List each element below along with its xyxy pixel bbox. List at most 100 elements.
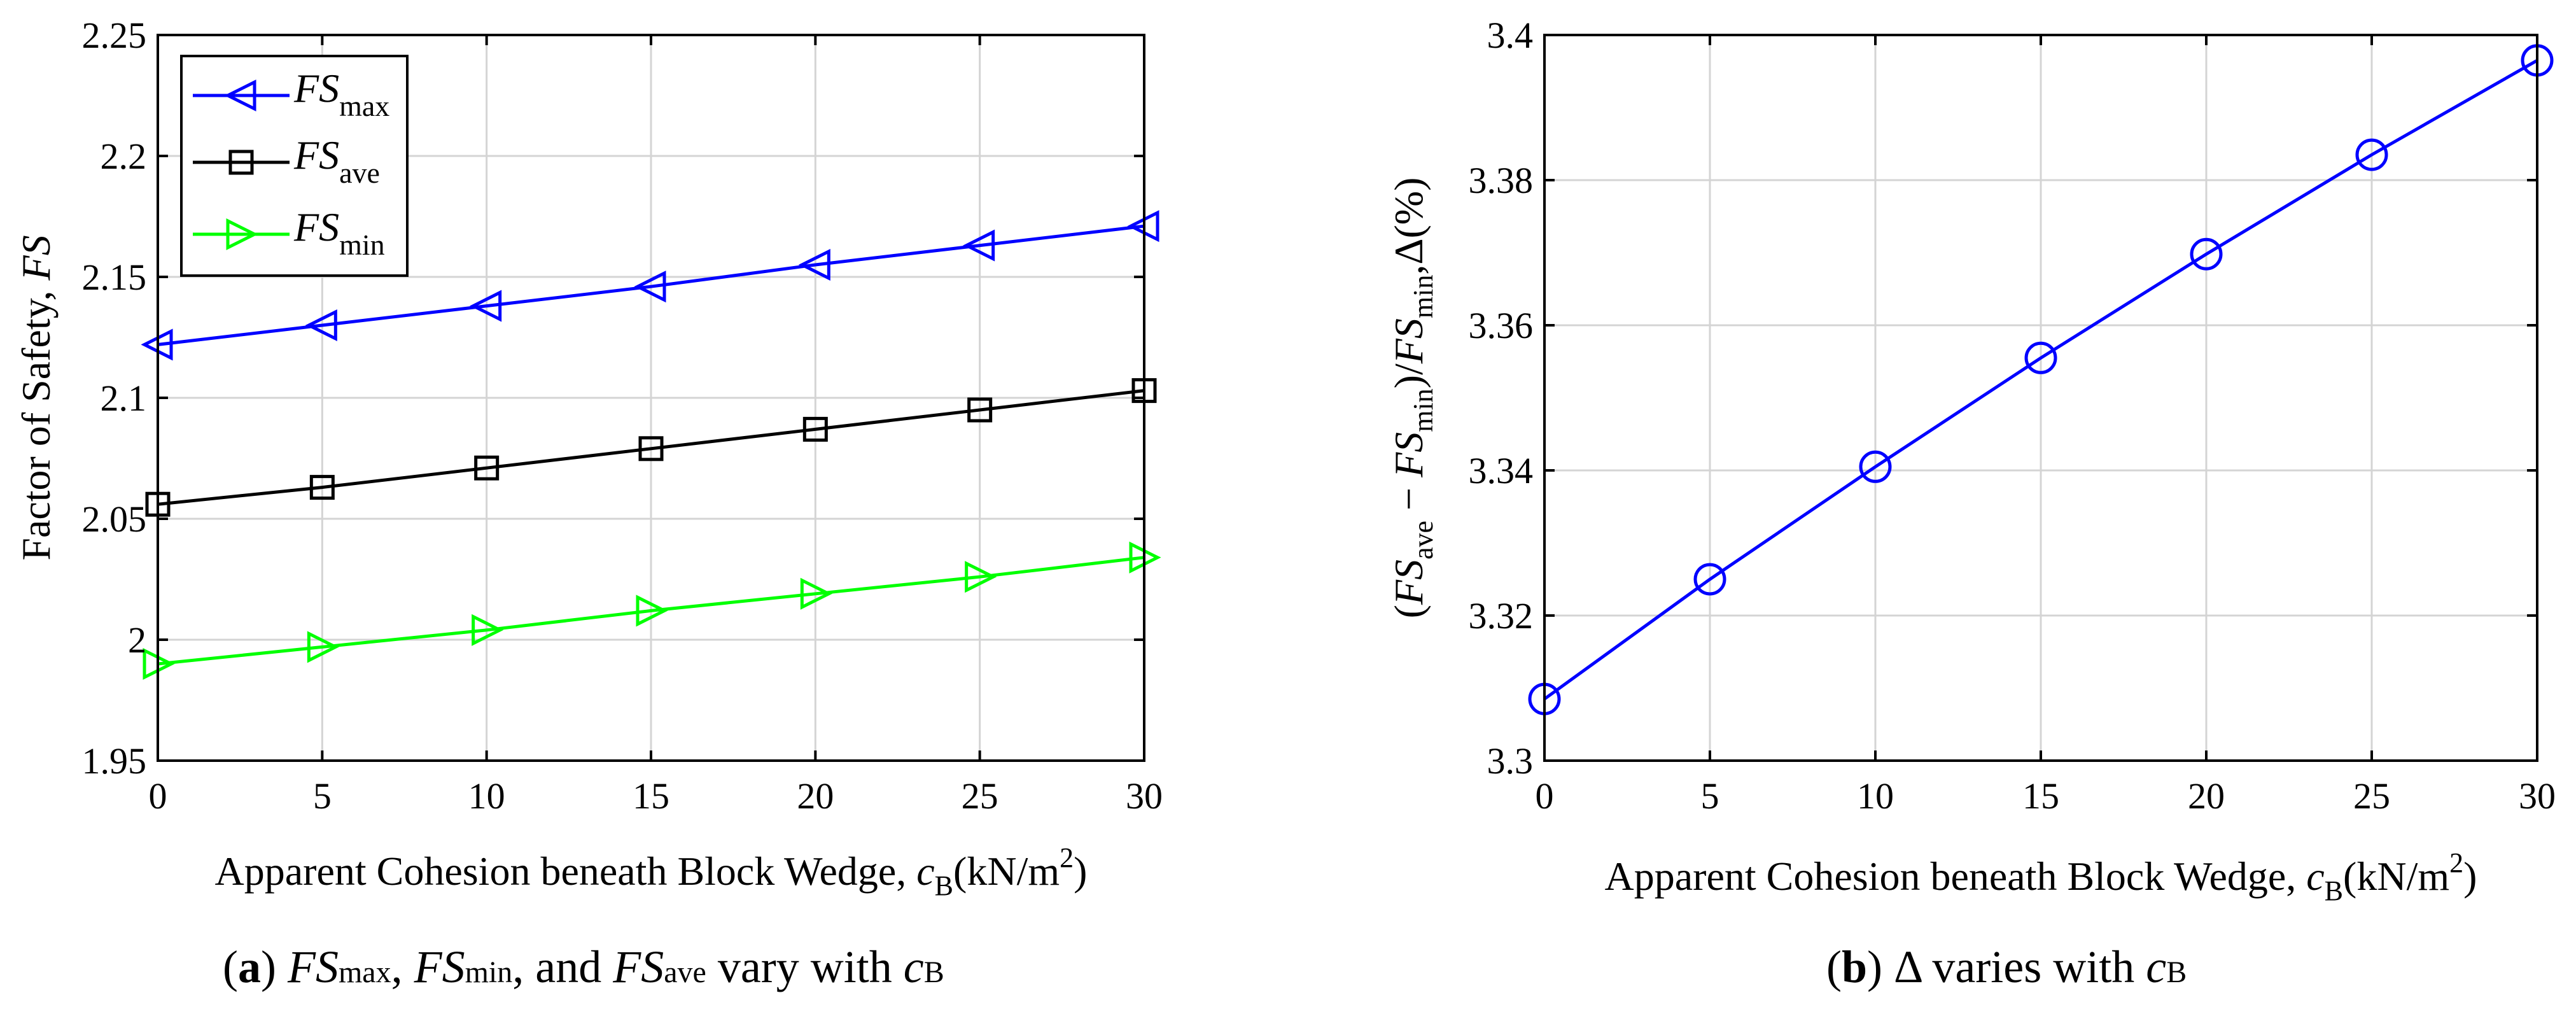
chart-a-series-ave-line [157,389,1145,506]
legend-label-max-sub: max [339,90,389,122]
chart-b-series-delta-line [1543,59,2538,701]
chart-b-x-tick-label: 15 [2022,775,2059,817]
chart-b-y-axis-label-fs2: FS [1386,432,1431,478]
caption-a-var: c [903,941,924,992]
chart-a-x-axis-label-unit: (kN/m [953,849,1060,894]
chart-a-series-min-line [157,556,1145,666]
chart-b-x-tick-label: 0 [1536,775,1554,817]
chart-a-x-tick-label: 0 [149,775,167,817]
chart-a-y-tick-label: 2.15 [82,257,147,298]
chart-a-x-tick-label: 30 [1126,775,1163,817]
legend-marker-min [226,218,258,251]
chart-a-x-axis-label-var: c [916,849,934,894]
chart-b-y-tick-label: 3.32 [1469,595,1534,637]
chart-b-y-tick-label: 3.4 [1487,15,1534,56]
chart-b-x-tick-label: 25 [2353,775,2390,817]
chart-b-y-tick-label: 3.3 [1487,740,1534,782]
chart-a-series-ave-point [967,397,993,423]
chart-a-series-ave-point [802,416,828,442]
chart-b-x-tick-label: 30 [2519,775,2556,817]
chart-a-x-axis-label-var-sub: B [935,870,953,901]
chart-a-series-ave-point [474,455,500,481]
chart-b-y-axis-label-fs1: FS [1386,560,1431,605]
caption-a-fs2: FS [414,941,465,992]
chart-b-x-tick-label: 10 [1857,775,1894,817]
chart-a-series-min-point [472,614,504,646]
chart-a-series-ave-point [638,436,664,461]
legend-label-ave-sub: ave [339,157,380,189]
legend-marker-ave [228,150,254,175]
chart-b-x-tick-label: 5 [1701,775,1719,817]
chart-a-series-max-point [963,229,995,262]
caption-a-sep2: , and [512,941,613,992]
caption-b-letter: b [1841,941,1868,992]
caption-a: (a) FSmax, FSmin, and FSave vary with cB [223,941,944,994]
chart-a: 0 5 10 15 20 25 30 1.95 2 2.05 2.1 2.15 2.2 2.25 Appa… [13,15,1163,901]
caption-a-fs3: FS [613,941,664,992]
legend-label-min-sub: min [339,229,385,261]
chart-a-x-tick-label: 10 [468,775,505,817]
chart-a-y-tick-label: 2.1 [101,377,147,419]
chart-a-series-min-point [636,595,668,627]
chart-b-y-tick-label: 3.34 [1469,450,1534,491]
legend-label-max-fs: FS [293,66,339,111]
chart-b-x-axis-label-unit-sup: 2 [2449,847,2463,878]
chart-a-series-max-point [634,271,666,303]
legend-label-ave-fs: FS [293,132,339,178]
legend-label-min: FSmin [293,204,385,261]
chart-b-y-axis-label-fs3: FS [1386,318,1431,364]
chart-a-series-max-point [470,290,502,322]
chart-b-x-tick-label: 20 [2188,775,2225,817]
chart-a-y-tick-label: 2.2 [101,136,147,177]
chart-b-ticks: 0 5 10 15 20 25 30 3.3 3.32 3.34 3.36 3.38 3.4 [1469,15,2556,817]
chart-b-x-axis-label-var-sub: B [2325,875,2343,906]
chart-a-y-tick-label: 2 [128,619,146,661]
caption-b-rest: Δ varies with [1894,941,2146,992]
chart-a-x-axis-label-unit-close: ) [1074,849,1087,894]
chart-b-series-delta-point [1859,450,1892,483]
caption-a-fs1: FS [287,941,339,992]
legend-label-max: FSmax [293,66,389,122]
chart-a-x-tick-label: 20 [797,775,834,817]
chart-a-y-axis-label-var: FS [13,235,59,281]
chart-b-y-axis-label-sub1: ave [1408,521,1439,560]
chart-a-series-ave-point [309,475,335,500]
chart-b-series-delta-point [1693,563,1726,596]
chart-a-series-max-line [157,224,1145,346]
chart-a-series [141,210,1161,680]
chart-b-series-delta-point [2024,341,2057,374]
chart-b-y-axis-label-p1: ( [1386,605,1431,618]
chart-a-legend: FSmax FSave FSmin [180,55,409,277]
caption-a-sub3: ave [664,955,706,989]
chart-b-y-axis-label-sub2: min [1408,388,1439,432]
chart-a-y-tick-label: 2.05 [82,498,147,540]
chart-a-series-max-point [798,248,830,281]
caption-a-close: ) [260,941,288,992]
chart-b-x-axis-label-unit: (kN/m [2343,854,2449,899]
caption-a-rest: vary with [706,941,904,992]
legend-label-ave: FSave [293,132,380,189]
chart-b-y-tick-label: 3.38 [1469,160,1534,201]
chart-a-x-tick-label: 5 [313,775,332,817]
chart-b-y-axis-label-p2: − [1386,477,1431,521]
chart-a-x-tick-label: 15 [633,775,669,817]
chart-a-series-min-point [307,631,339,663]
chart-a-series-max-point [305,309,337,342]
chart-b-y-tick-label: 3.36 [1469,305,1534,346]
caption-b-var-sub: B [2166,955,2187,989]
caption-b-close: ) [1867,941,1894,992]
chart-b-x-axis-label: Apparent Cohesion beneath Block Wedge, c… [1605,847,2477,906]
chart-b-series-delta-point [2190,237,2223,271]
chart-a-ticks: 0 5 10 15 20 25 30 1.95 2 2.05 2.1 2.15 2.2 2.25 [82,15,1163,817]
chart-b-y-axis-label: (FSave − FSmin)/FSmin,Δ(%) [1386,178,1439,619]
chart-b-x-axis-label-text: Apparent Cohesion beneath Block Wedge, [1605,854,2307,899]
chart-a-series-min-point [800,577,832,610]
chart-a-x-axis-label-unit-sup: 2 [1060,842,1074,873]
chart-b-y-axis-label-p3: )/ [1386,363,1431,388]
chart-b-series-delta-point [2355,138,2388,171]
chart-a-x-axis-label: Apparent Cohesion beneath Block Wedge, c… [215,842,1088,901]
chart-b: 0 5 10 15 20 25 30 3.3 3.32 3.34 3.36 3.38 3.4 Appar… [1386,15,2556,906]
chart-a-y-tick-label: 2.25 [82,15,147,56]
caption-a-sep1: , [391,941,414,992]
